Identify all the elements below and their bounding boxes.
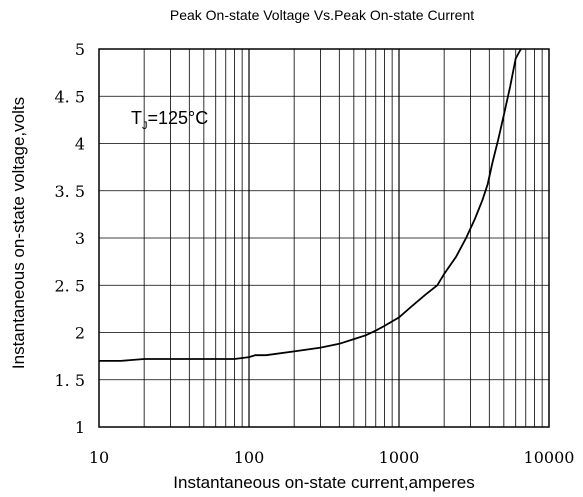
- annotation-label: TJ=125°C: [131, 108, 208, 132]
- annotation-rest: =125°C: [148, 108, 209, 128]
- y-tick-label: 4: [75, 135, 85, 154]
- x-tick-label: 10: [89, 448, 109, 467]
- x-axis-label: Instantaneous on-state current,amperes: [173, 473, 474, 492]
- series-line: [99, 48, 522, 362]
- x-tick-label: 1000: [379, 448, 420, 467]
- grid: [99, 49, 549, 427]
- tj-annotation: TJ=125°C: [131, 108, 208, 132]
- x-tick-label: 100: [234, 448, 265, 467]
- y-axis-label: Instantaneous on-state voltage,volts: [9, 97, 28, 369]
- y-tick-label: 5: [75, 40, 85, 59]
- y-tick-labels: 1 1. 5 2 2. 5 3 3. 5 4 4. 5 5: [54, 40, 85, 437]
- y-tick-label: 3. 5: [54, 182, 85, 201]
- plot-frame: [98, 48, 550, 428]
- y-tick-label: 1. 5: [54, 371, 85, 390]
- y-tick-label: 2: [75, 324, 85, 343]
- y-tick-label: 2. 5: [54, 276, 85, 295]
- annotation-main: T: [131, 108, 142, 128]
- x-tick-label: 10000: [524, 448, 575, 467]
- chart-title: Peak On-state Voltage Vs.Peak On-state C…: [170, 7, 474, 23]
- y-tick-label: 3: [75, 229, 85, 248]
- x-tick-labels: 10 100 1000 10000: [89, 448, 575, 467]
- annotation-subscript: J: [142, 120, 148, 132]
- y-tick-label: 1: [75, 418, 85, 437]
- y-tick-label: 4. 5: [54, 87, 85, 106]
